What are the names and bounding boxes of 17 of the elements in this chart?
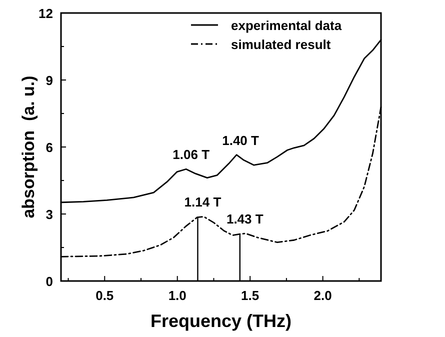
x-tick-label: 1.0	[168, 288, 186, 303]
y-tick-label: 6	[46, 140, 53, 155]
annotation: 1.40 T	[222, 132, 260, 148]
y-tick-label: 3	[46, 207, 53, 222]
y-tick-label: 12	[38, 6, 53, 21]
legend-label: experimental data	[231, 18, 342, 33]
y-axis-title: absorption (a. u.)	[19, 76, 38, 218]
legend-label: simulated result	[231, 37, 332, 52]
y-tick-label: 9	[46, 73, 53, 88]
x-tick-label: 0.5	[96, 288, 114, 303]
annotation: 1.43 T	[226, 211, 264, 226]
y-tick-label: 0	[46, 274, 53, 289]
x-tick-label: 1.5	[241, 288, 260, 303]
x-tick-label: 2.0	[314, 288, 332, 303]
x-axis-title: Frequency (THz)	[150, 311, 292, 331]
annotation: 1.14 T	[184, 194, 222, 210]
annotation: 1.06 T	[172, 147, 210, 162]
